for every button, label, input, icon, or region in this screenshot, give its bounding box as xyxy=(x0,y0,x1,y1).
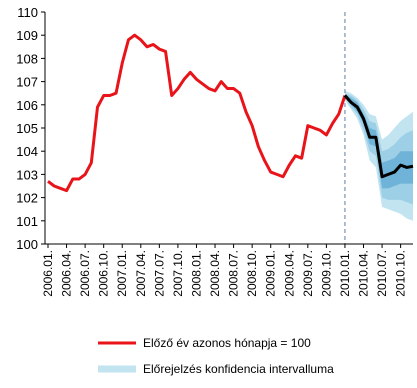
data-line xyxy=(343,94,414,179)
x-tick-label: 2006.01. xyxy=(41,250,55,297)
y-tick-label: 108 xyxy=(16,51,38,66)
x-tick-label: 2009.07. xyxy=(301,250,315,297)
x-tick-label: 2010.10. xyxy=(394,250,408,297)
y-tick-label: 104 xyxy=(16,144,38,159)
y-tick-label: 107 xyxy=(16,75,38,90)
x-tick-label: 2008.01. xyxy=(189,250,203,297)
x-tick-label: 2010.07. xyxy=(375,250,389,297)
x-tick-label: 2008.10. xyxy=(245,250,259,297)
y-tick-label: 105 xyxy=(16,121,38,136)
y-tick-label: 101 xyxy=(16,214,38,229)
x-tick-label: 2010.01. xyxy=(338,250,352,297)
y-tick-label: 106 xyxy=(16,98,38,113)
y-tick-label: 110 xyxy=(17,5,38,20)
legend-label: Előző év azonos hónapja = 100 xyxy=(143,336,311,350)
data-line xyxy=(47,33,347,193)
x-tick-label: 2009.10. xyxy=(319,250,333,297)
y-tick-label: 100 xyxy=(16,237,38,252)
x-tick-label: 2007.07. xyxy=(152,250,166,297)
x-tick-label: 2008.04. xyxy=(208,250,222,297)
legend-label: Előrejelzés konfidencia intervalluma xyxy=(143,362,334,376)
x-tick-label: 2006.04. xyxy=(60,250,74,297)
x-tick-label: 2007.10. xyxy=(171,250,185,297)
x-tick-label: 2009.01. xyxy=(264,250,278,297)
y-tick-label: 109 xyxy=(16,28,38,43)
y-tick-label: 102 xyxy=(16,191,38,206)
x-tick-label: 2006.07. xyxy=(78,250,92,297)
x-tick-label: 2007.04. xyxy=(134,250,148,297)
y-tick-label: 103 xyxy=(16,167,38,182)
x-tick-label: 2007.01. xyxy=(115,250,129,297)
x-tick-label: 2009.04. xyxy=(282,250,296,297)
x-tick-label: 2006.10. xyxy=(97,250,111,297)
x-tick-label: 2010.04. xyxy=(357,250,371,297)
x-tick-label: 2008.07. xyxy=(227,250,241,297)
